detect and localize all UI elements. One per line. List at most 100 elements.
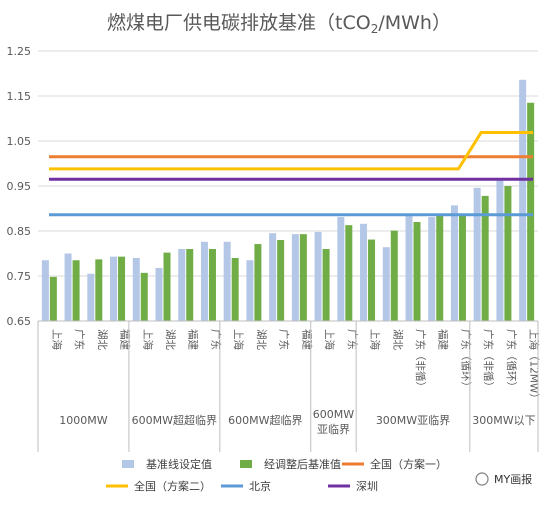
bar-baseline [87, 273, 95, 321]
bars [41, 79, 535, 321]
bar-baseline [314, 231, 322, 321]
bar-adjusted [436, 215, 444, 321]
bar-adjusted [322, 249, 330, 321]
legend: 基准线设定值 经调整后基准值 全国（方案一） 全国（方案二） 北京 深圳 [106, 457, 447, 493]
bar-adjusted [345, 225, 353, 321]
bar-adjusted [277, 240, 285, 321]
legend-label: 全国（方案二） [134, 479, 211, 493]
chart-title-tail: /MWh） [378, 12, 451, 34]
x-group-label: 1000MW [59, 414, 107, 427]
bar-baseline [223, 241, 231, 321]
x-category-label: 广东 [73, 329, 86, 350]
bar-adjusted [299, 234, 307, 321]
y-tick-label: 1.15 [7, 90, 32, 103]
bar-adjusted [118, 256, 126, 321]
bar-baseline [41, 260, 49, 321]
bar-baseline [132, 258, 140, 321]
x-category-label: 上海 [232, 329, 245, 350]
x-group-label: 300MW以下 [472, 414, 535, 427]
watermark-text: MY画报 [494, 472, 532, 486]
x-category-label: 福建 [119, 329, 132, 350]
legend-label: 北京 [249, 479, 271, 493]
x-category-label: 广东（循环） [505, 329, 518, 392]
x-category-label: 广东 [346, 329, 359, 350]
x-category-label: 上海（12MW） [528, 329, 541, 404]
y-tick-label: 0.75 [7, 270, 32, 283]
x-category-label: 广东（非循） [482, 329, 495, 392]
bar-adjusted [140, 272, 148, 321]
x-category-label: 上海 [141, 329, 154, 350]
bar-baseline [450, 205, 458, 321]
watermark: MY画报 [475, 472, 532, 486]
bar-adjusted [504, 186, 512, 321]
bar-baseline [110, 256, 118, 321]
y-tick-label: 0.65 [7, 315, 32, 328]
chart-title-main: 燃煤电厂供电碳排放基准（tCO [107, 12, 371, 34]
x-category-label: 福建 [187, 329, 200, 350]
bar-baseline [405, 215, 413, 321]
bar-baseline [428, 217, 436, 321]
x-category-label: 广东 [209, 329, 222, 350]
x-category-label: 福建 [437, 329, 450, 350]
y-tick-label: 0.95 [7, 180, 32, 193]
bar-baseline [382, 247, 390, 321]
chart-title-subscript: 2 [371, 22, 379, 36]
x-category-label: 上海 [369, 329, 382, 350]
bar-adjusted [95, 259, 103, 321]
y-axis: 0.65 0.75 0.85 0.95 1.05 1.15 1.25 [7, 45, 32, 328]
bar-baseline [155, 267, 163, 321]
x-category-label: 广东（非循） [414, 329, 427, 392]
bar-baseline [246, 260, 254, 321]
x-category-label: 湖北 [255, 329, 267, 350]
x-group-label: 600MW 亚临界 [313, 408, 354, 436]
x-group-label: 600MW超临界 [228, 413, 302, 427]
legend-swatch [122, 460, 134, 468]
x-category-label: 湖北 [164, 329, 176, 350]
x-category-label: 福建 [300, 329, 313, 350]
bar-adjusted [208, 249, 216, 321]
wechat-icon [475, 472, 489, 486]
x-category-label: 上海 [50, 329, 63, 350]
bar-baseline [269, 233, 277, 321]
bar-adjusted [368, 239, 376, 321]
chart-title: 燃煤电厂供电碳排放基准（tCO2/MWh） [107, 12, 451, 36]
x-axis: 上海 广东 湖北 福建 上海 湖北 福建 广东 上海 湖北 广东 福建 上海 广东 上海 湖北 广东（非循） 福建… [37, 320, 541, 452]
bar-baseline [519, 79, 527, 321]
bar-baseline [64, 253, 72, 321]
bar-adjusted [413, 222, 421, 321]
x-group-label: 600MW超超临界 [132, 413, 217, 427]
y-tick-label: 1.25 [7, 45, 32, 58]
bar-adjusted [186, 249, 194, 321]
bar-baseline [178, 249, 186, 321]
bar-adjusted [163, 252, 171, 321]
legend-swatch [240, 460, 252, 468]
legend-label: 全国（方案一） [370, 457, 447, 471]
bar-adjusted [254, 244, 262, 321]
bar-baseline [200, 241, 208, 321]
legend-label: 基准线设定值 [146, 457, 212, 471]
bar-baseline [496, 180, 504, 321]
x-category-label: 广东 [278, 329, 291, 350]
bar-baseline [473, 187, 481, 321]
bar-baseline [291, 234, 299, 321]
bar-adjusted [481, 195, 489, 321]
y-tick-label: 0.85 [7, 225, 32, 238]
x-group-label: 300MW亚临界 [376, 413, 450, 427]
x-category-label: 广东（循环） [459, 329, 472, 392]
bar-adjusted [49, 276, 57, 321]
x-category-label: 湖北 [391, 329, 403, 350]
bar-baseline [360, 223, 368, 321]
reference-line [47, 130, 533, 171]
bar-adjusted [390, 230, 398, 321]
bar-adjusted [72, 260, 80, 321]
bar-adjusted [231, 258, 239, 321]
x-category-label: 湖北 [96, 329, 108, 350]
bar-adjusted [527, 102, 535, 321]
bar-adjusted [458, 215, 466, 321]
legend-label: 经调整后基准值 [264, 457, 341, 471]
bar-baseline [337, 217, 345, 321]
x-category-label: 上海 [323, 329, 336, 350]
reference-lines [47, 130, 533, 217]
